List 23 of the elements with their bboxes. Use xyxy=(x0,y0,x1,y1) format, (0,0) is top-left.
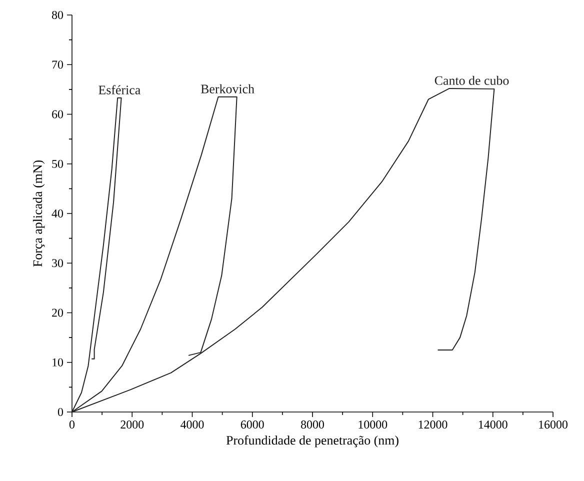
y-tick-label: 20 xyxy=(52,308,64,317)
x-tick-label: 6000 xyxy=(240,420,264,429)
x-tick-label: 0 xyxy=(69,420,75,429)
x-tick-label: 12000 xyxy=(418,420,448,429)
y-tick-label: 30 xyxy=(52,259,64,268)
series-label: Berkovich xyxy=(200,84,254,94)
y-tick-label: 40 xyxy=(52,209,64,218)
y-tick-label: 80 xyxy=(52,10,64,20)
y-axis-title: Força aplicada (mN) xyxy=(32,160,45,267)
x-tick-label: 16000 xyxy=(539,420,568,429)
x-tick-label: 4000 xyxy=(180,420,204,429)
x-axis-title: Profundidade de penetração (nm) xyxy=(226,435,398,448)
x-tick-label: 8000 xyxy=(301,420,324,429)
y-tick-label: 50 xyxy=(52,160,64,168)
y-tick-label: 0 xyxy=(58,408,64,416)
series-label: Esférica xyxy=(98,85,140,94)
x-tick-label: 2000 xyxy=(120,420,144,429)
x-tick-label: 14000 xyxy=(478,420,508,429)
y-tick-label: 10 xyxy=(52,358,64,366)
y-tick-label: 60 xyxy=(52,110,64,118)
series-label: Canto de cubo xyxy=(434,76,509,85)
y-tick-label: 70 xyxy=(52,60,64,69)
x-tick-label: 10000 xyxy=(358,420,388,429)
